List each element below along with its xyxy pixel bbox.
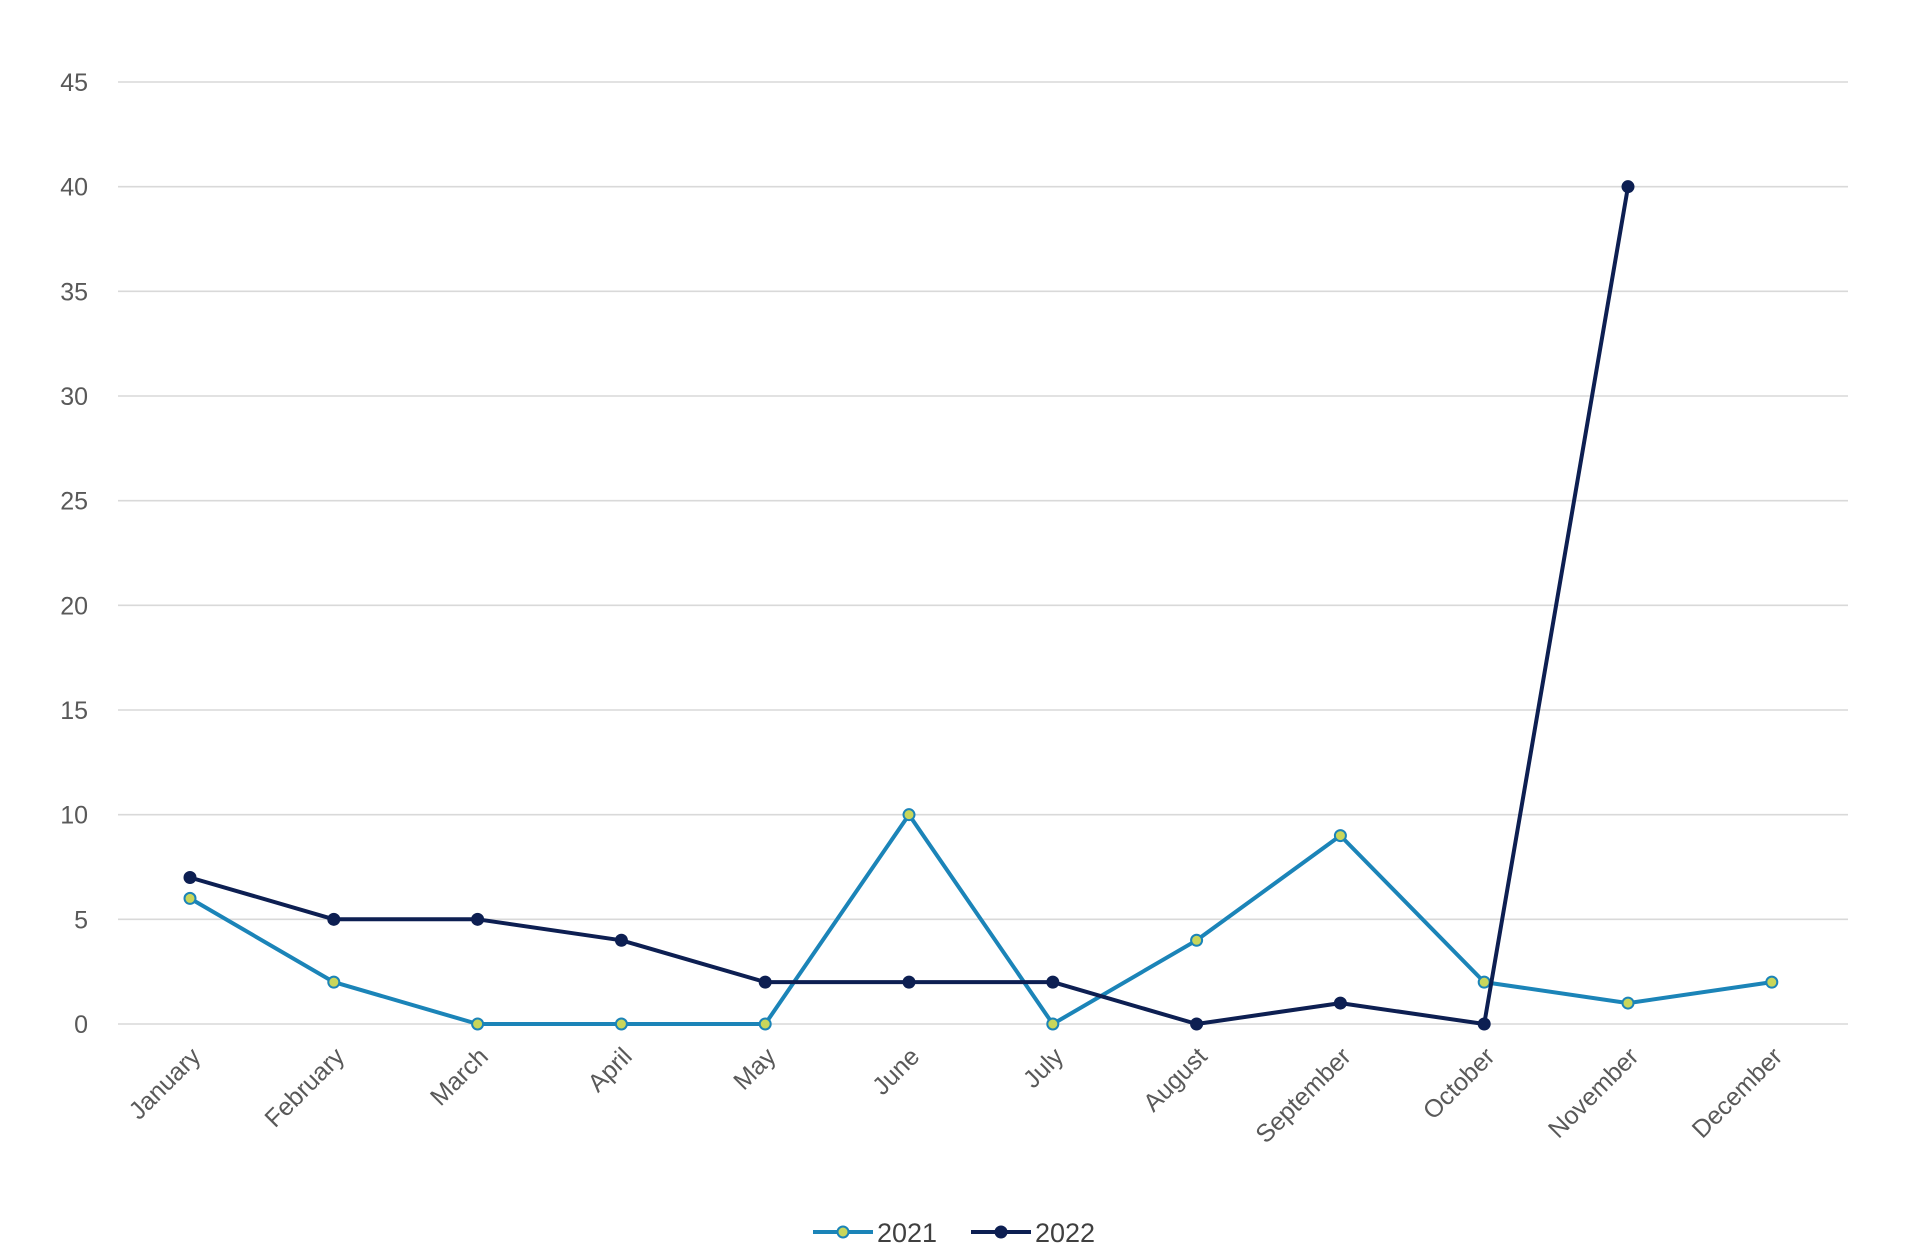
data-point-2022-March — [471, 912, 485, 926]
data-point-2021-November — [1621, 996, 1635, 1010]
data-point-2022-January — [183, 870, 197, 884]
series-layer — [183, 180, 1779, 1031]
legend-label-2022: 2022 — [1035, 1218, 1095, 1248]
series-2021 — [183, 808, 1779, 1031]
data-point-2021-July — [1046, 1017, 1060, 1031]
data-point-2022-May — [758, 975, 772, 989]
data-point-2021-May — [758, 1017, 772, 1031]
x-tick-label: December — [1687, 1042, 1788, 1143]
data-point-2021-June — [902, 808, 916, 822]
legend-marker-2021 — [836, 1225, 850, 1239]
data-point-2022-August — [1190, 1017, 1204, 1031]
y-tick-label: 15 — [60, 697, 88, 725]
legend-label-2021: 2021 — [877, 1218, 937, 1248]
y-tick-label: 30 — [60, 383, 88, 411]
y-tick-label: 45 — [60, 69, 88, 97]
data-point-2021-March — [471, 1017, 485, 1031]
x-tick-label: October — [1418, 1042, 1501, 1125]
y-tick-label: 10 — [60, 802, 88, 830]
data-point-2021-August — [1190, 933, 1204, 947]
data-point-2021-January — [183, 891, 197, 905]
data-point-2021-April — [614, 1017, 628, 1031]
data-point-2022-September — [1333, 996, 1347, 1010]
data-point-2022-June — [902, 975, 916, 989]
data-point-2022-November — [1621, 180, 1635, 194]
x-tick-label: May — [728, 1042, 782, 1096]
legend: 2021 2022 — [813, 1218, 1095, 1248]
x-tick-label: February — [259, 1042, 350, 1133]
y-tick-label: 35 — [60, 278, 88, 306]
legend-entry-2021: 2021 — [813, 1218, 937, 1248]
x-tick-label: November — [1543, 1042, 1644, 1143]
y-tick-label: 40 — [60, 174, 88, 202]
x-tick-label: June — [867, 1042, 925, 1100]
x-tick-label: July — [1018, 1042, 1070, 1094]
series-2022 — [183, 180, 1635, 1031]
y-tick-label: 0 — [74, 1011, 88, 1039]
series-line-2021 — [188, 812, 1774, 1026]
data-point-2021-December — [1765, 975, 1779, 989]
data-point-2021-February — [327, 975, 341, 989]
y-tick-label: 25 — [60, 488, 88, 516]
x-tick-label: January — [124, 1042, 207, 1125]
x-tick-label: March — [425, 1042, 494, 1111]
x-tick-label: September — [1250, 1042, 1356, 1148]
data-point-2022-April — [614, 933, 628, 947]
y-tick-label: 20 — [60, 592, 88, 620]
y-axis: 0 5 10 15 20 25 30 35 40 45 — [60, 69, 88, 1039]
data-point-2022-July — [1046, 975, 1060, 989]
y-tick-label: 5 — [74, 906, 88, 934]
data-point-2021-October — [1477, 975, 1491, 989]
x-tick-label: April — [582, 1042, 637, 1097]
data-point-2022-February — [327, 912, 341, 926]
data-point-2022-October — [1477, 1017, 1491, 1031]
legend-entry-2022: 2022 — [971, 1218, 1095, 1248]
legend-marker-2022 — [994, 1225, 1008, 1239]
x-axis: January February March April May June July Augu… — [124, 1042, 1788, 1149]
gridlines — [118, 81, 1848, 1025]
data-point-2021-September — [1333, 829, 1347, 843]
x-tick-label: August — [1138, 1042, 1213, 1117]
